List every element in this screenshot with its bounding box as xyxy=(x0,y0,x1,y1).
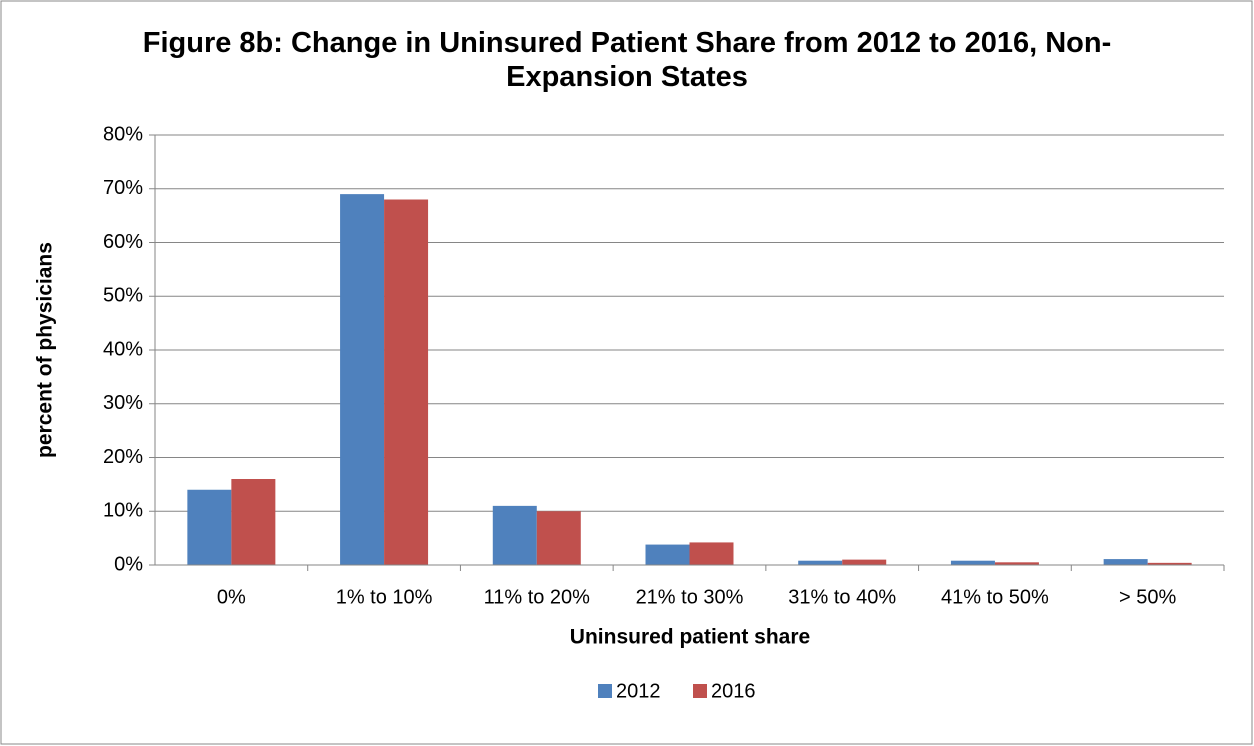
legend-swatch xyxy=(598,684,612,698)
x-tick-label: > 50% xyxy=(1119,586,1176,608)
bar xyxy=(231,479,276,565)
y-axis-label: percent of physicians xyxy=(34,242,57,458)
bar xyxy=(1103,559,1148,565)
bar xyxy=(340,194,385,565)
x-tick-label: 11% to 20% xyxy=(484,586,591,608)
y-tick-label: 10% xyxy=(103,500,143,522)
y-tick-label: 60% xyxy=(103,231,143,253)
legend-swatch xyxy=(693,684,707,698)
bar xyxy=(689,542,734,565)
y-tick-label: 0% xyxy=(114,553,143,575)
bar xyxy=(187,489,232,565)
x-tick-label: 41% to 50% xyxy=(941,586,1049,608)
x-axis-label: Uninsured patient share xyxy=(570,626,810,649)
bar xyxy=(384,199,429,565)
chart-title: Figure 8b: Change in Uninsured Patient S… xyxy=(142,27,1112,93)
y-tick-label: 30% xyxy=(103,392,143,414)
bar xyxy=(798,560,843,565)
y-tick-label: 20% xyxy=(103,446,143,468)
y-tick-label: 50% xyxy=(103,285,143,307)
legend-label: 2012 xyxy=(616,680,661,702)
bar xyxy=(1147,562,1192,565)
y-tick-label: 80% xyxy=(103,123,143,145)
bar xyxy=(842,559,887,565)
bar xyxy=(492,505,537,565)
bar xyxy=(645,544,690,565)
x-tick-label: 21% to 30% xyxy=(636,586,744,608)
x-tick-label: 31% to 40% xyxy=(788,586,896,608)
x-tick-label: 1% to 10% xyxy=(336,586,433,608)
y-tick-label: 40% xyxy=(103,338,143,360)
bar xyxy=(950,560,995,565)
bar xyxy=(994,562,1039,565)
bar xyxy=(536,511,581,565)
x-tick-label: 0% xyxy=(217,586,246,608)
y-tick-label: 70% xyxy=(103,177,143,199)
legend-label: 2016 xyxy=(711,680,756,702)
